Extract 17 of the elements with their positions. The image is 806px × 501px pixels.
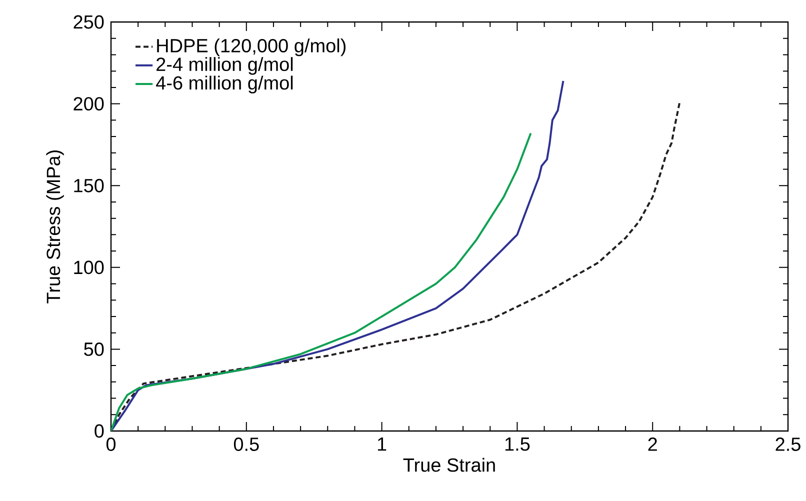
x-axis-title: True Strain bbox=[403, 458, 495, 472]
legend-label: HDPE (120,000 g/mol) bbox=[157, 38, 346, 56]
y-tick-label: 250 bbox=[74, 15, 104, 29]
x-tick-label: 0 bbox=[106, 438, 116, 451]
x-tick-label: 0.5 bbox=[234, 438, 259, 451]
x-tick-label: 2 bbox=[648, 438, 657, 451]
legend-label: 2-4 million g/mol bbox=[156, 57, 293, 75]
legend-label: 4-6 million g/mol bbox=[156, 76, 293, 94]
y-axis-title: True Stress (MPa) bbox=[46, 150, 64, 304]
x-tick-label: 1.5 bbox=[505, 438, 530, 451]
y-tick-label: 150 bbox=[74, 178, 104, 192]
y-tick-label: 50 bbox=[84, 342, 104, 356]
y-tick-label: 0 bbox=[94, 424, 104, 438]
y-tick-label: 100 bbox=[74, 260, 104, 274]
y-tick-label: 200 bbox=[74, 97, 104, 111]
x-tick-label: 1 bbox=[378, 438, 386, 451]
x-tick-label: 2.5 bbox=[776, 438, 800, 451]
